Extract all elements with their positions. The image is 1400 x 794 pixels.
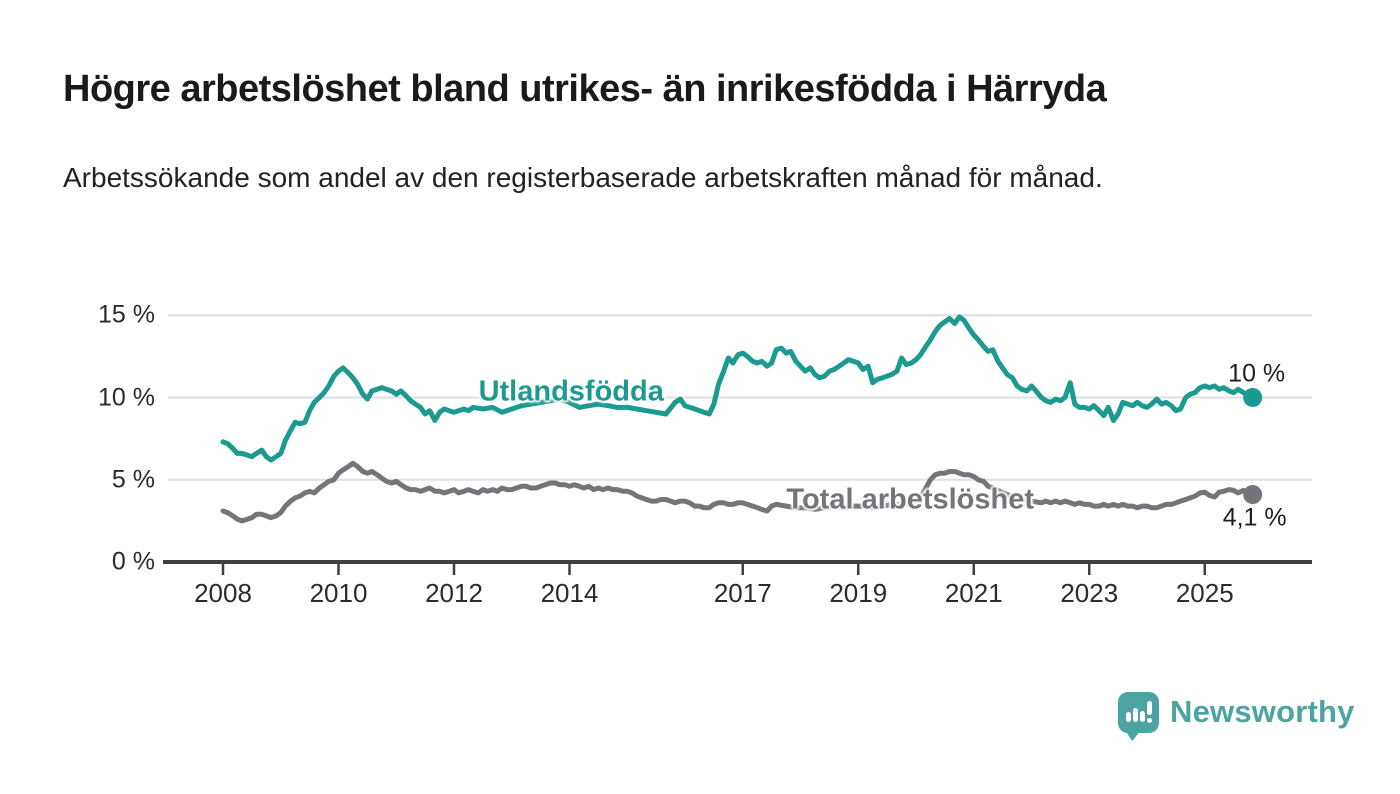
y-axis-label: 15 % bbox=[98, 300, 155, 329]
y-axis-label: 0 % bbox=[111, 547, 155, 576]
end-value-label-utlandsfodda: 10 % bbox=[1228, 359, 1286, 387]
series-label-total-arbetsloshet: Total arbetslöshet bbox=[786, 483, 1035, 516]
speech-bubble-tail bbox=[1125, 730, 1141, 741]
chart-bar-icon bbox=[1140, 711, 1145, 722]
brand-name: Newsworthy bbox=[1170, 694, 1355, 729]
series-label-utlandsfodda: Utlandsfödda bbox=[478, 375, 664, 408]
x-axis-label: 2014 bbox=[540, 578, 599, 608]
x-axis-label: 2019 bbox=[829, 578, 888, 608]
end-value-label-total: 4,1 % bbox=[1222, 503, 1287, 532]
chart-bar-icon bbox=[1133, 708, 1138, 722]
end-dot-utlandsfodda bbox=[1243, 388, 1263, 407]
newsworthy-logo-icon bbox=[1118, 692, 1159, 741]
x-axis-label: 2021 bbox=[944, 578, 1003, 608]
x-axis-label: 2008 bbox=[194, 578, 252, 608]
x-axis-label: 2025 bbox=[1175, 578, 1234, 608]
chart-subtitle: Arbetssökande som andel av den registerb… bbox=[63, 162, 1103, 193]
series-line-total-arbetsloshet bbox=[220, 460, 1256, 524]
x-axis-label: 2010 bbox=[309, 578, 368, 608]
x-axis-label: 2012 bbox=[425, 578, 483, 608]
series-line-utlandsfodda bbox=[220, 314, 1256, 463]
y-axis-label: 10 % bbox=[98, 383, 155, 411]
speech-bubble-icon bbox=[1118, 692, 1159, 733]
end-dot-total-arbetsloshet bbox=[1243, 485, 1263, 505]
exclamation-icon bbox=[1147, 701, 1152, 715]
chart-bar-icon bbox=[1126, 712, 1131, 722]
x-axis-label: 2023 bbox=[1060, 578, 1119, 608]
exclamation-dot-icon bbox=[1147, 718, 1152, 723]
y-axis-label: 5 % bbox=[111, 465, 155, 494]
x-axis-label: 2017 bbox=[713, 578, 772, 608]
page-title: Högre arbetslöshet bland utrikes- än inr… bbox=[63, 68, 1107, 110]
newsworthy-logo: Newsworthy bbox=[1118, 690, 1355, 742]
